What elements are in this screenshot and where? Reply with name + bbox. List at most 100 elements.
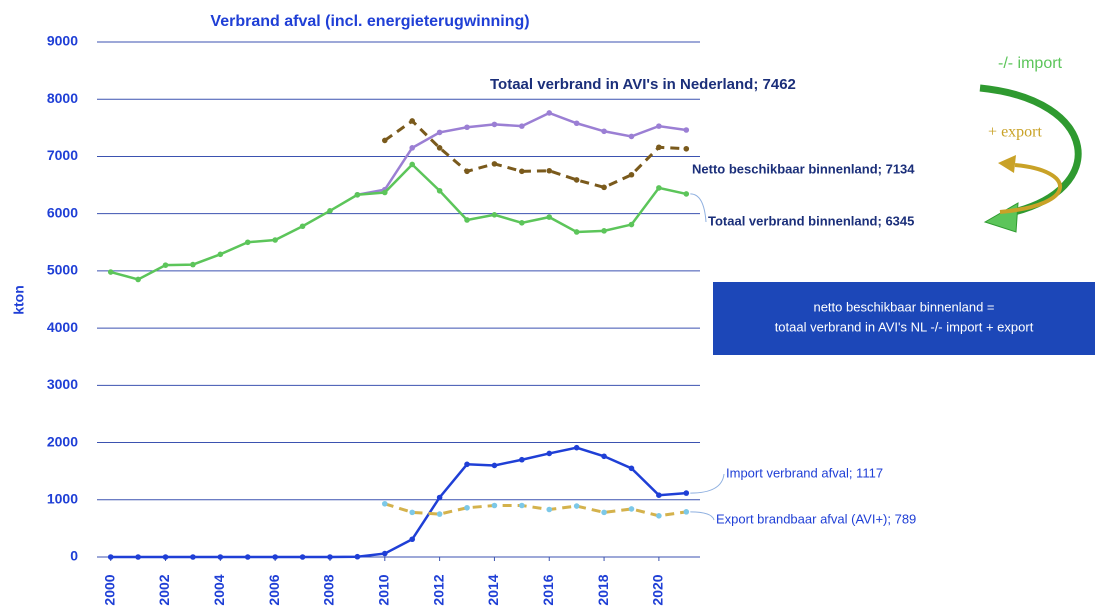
- data-point: [299, 554, 306, 560]
- y-tick-label: 8000: [47, 90, 78, 106]
- data-point: [464, 124, 470, 131]
- data-point: [519, 456, 525, 463]
- data-point: [354, 191, 361, 198]
- data-point: [656, 123, 662, 129]
- data-point: [546, 167, 553, 174]
- data-point: [546, 110, 553, 116]
- data-point: [683, 145, 690, 152]
- import-arrowhead: [983, 202, 1019, 233]
- export-arrowhead: [998, 155, 1016, 173]
- data-point: [601, 228, 607, 234]
- data-point: [601, 509, 607, 516]
- data-point: [491, 161, 498, 167]
- data-point: [491, 462, 498, 469]
- series-line: [384, 502, 687, 518]
- data-point: [628, 465, 635, 472]
- data-point: [327, 554, 333, 560]
- data-point: [162, 554, 169, 560]
- data-point: [656, 144, 662, 151]
- data-point: [546, 450, 553, 457]
- x-tick-label: 2020: [650, 574, 666, 605]
- x-tick-label: 2016: [540, 574, 556, 605]
- x-tick-label: 2000: [101, 574, 117, 605]
- x-tick-label: 2018: [595, 574, 611, 605]
- x-tick-label: 2014: [485, 574, 501, 605]
- y-tick-label: 2000: [47, 433, 78, 449]
- series-label: Netto beschikbaar binnenland; 7134: [692, 161, 915, 176]
- data-point: [409, 509, 416, 516]
- data-point: [491, 121, 498, 128]
- y-tick-label: 5000: [47, 262, 78, 278]
- data-point: [683, 509, 690, 515]
- x-tick-label: 2002: [156, 574, 172, 605]
- chart-title: Verbrand afval (incl. energieterugwinnin…: [210, 13, 529, 30]
- x-tick-label: 2004: [211, 574, 227, 605]
- data-point: [628, 506, 635, 512]
- data-point: [628, 133, 635, 140]
- data-point: [244, 554, 251, 560]
- leader-line: [690, 473, 725, 494]
- data-point: [409, 118, 416, 124]
- y-tick-label: 0: [70, 548, 78, 564]
- data-point: [601, 128, 607, 135]
- y-tick-label: 4000: [47, 319, 78, 335]
- series-label: Totaal verbrand in AVI's in Nederland; 7…: [490, 76, 796, 93]
- data-point: [628, 171, 635, 178]
- info-text: totaal verbrand in AVI's NL -/- import +…: [775, 319, 1034, 334]
- data-point: [491, 212, 498, 218]
- data-point: [107, 554, 114, 560]
- data-point: [464, 461, 470, 468]
- data-point: [491, 502, 498, 509]
- arrow-label: -/- import: [998, 55, 1063, 72]
- data-point: [546, 506, 553, 513]
- data-point: [464, 504, 470, 511]
- leader-line: [690, 193, 707, 223]
- data-point: [656, 513, 662, 519]
- y-tick-label: 6000: [47, 204, 78, 220]
- data-point: [546, 214, 553, 220]
- data-point: [436, 129, 443, 136]
- data-point: [381, 550, 388, 557]
- data-point: [573, 229, 580, 235]
- arrow-label: + export: [988, 124, 1042, 141]
- series-label: Totaal verbrand binnenland; 6345: [708, 213, 914, 228]
- data-point: [573, 120, 580, 127]
- info-box: [713, 282, 1095, 355]
- data-point: [519, 502, 525, 509]
- data-point: [299, 223, 306, 230]
- data-point: [190, 261, 196, 268]
- series-label: Export brandbaar afval (AVI+); 789: [716, 511, 916, 526]
- data-point: [381, 137, 388, 144]
- x-tick-label: 2008: [321, 574, 337, 605]
- series-label: Import verbrand afval; 1117: [726, 465, 883, 480]
- data-point: [162, 262, 169, 268]
- data-point: [519, 220, 525, 226]
- data-point: [436, 511, 443, 517]
- data-point: [519, 123, 525, 129]
- data-point: [107, 269, 114, 275]
- y-tick-label: 7000: [47, 147, 78, 163]
- series-line: [383, 119, 687, 189]
- data-point: [464, 168, 470, 175]
- data-point: [217, 251, 224, 258]
- y-axis-label: kton: [11, 285, 27, 315]
- x-tick-label: 2010: [375, 574, 391, 605]
- x-tick-label: 2006: [266, 574, 282, 605]
- data-point: [436, 494, 443, 501]
- data-point: [409, 536, 416, 543]
- data-point: [573, 503, 580, 509]
- data-point: [381, 189, 388, 196]
- y-tick-label: 3000: [47, 376, 78, 392]
- series-line: [110, 446, 687, 559]
- data-point: [683, 490, 690, 496]
- data-point: [135, 554, 141, 560]
- data-point: [573, 177, 580, 183]
- data-point: [409, 161, 416, 168]
- data-point: [601, 453, 607, 460]
- data-point: [409, 145, 416, 151]
- data-point: [217, 554, 224, 560]
- data-point: [272, 554, 278, 560]
- data-point: [519, 168, 525, 175]
- data-point: [683, 191, 690, 197]
